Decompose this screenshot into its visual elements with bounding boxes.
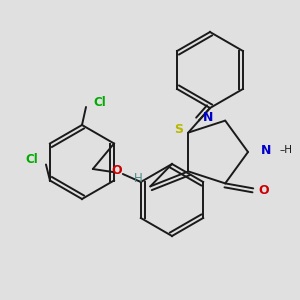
Text: S: S [174, 123, 183, 136]
Text: N: N [203, 111, 214, 124]
Text: H: H [134, 172, 143, 185]
Text: Cl: Cl [26, 153, 38, 166]
Text: Cl: Cl [94, 95, 106, 109]
Text: –H: –H [279, 145, 292, 155]
Text: O: O [258, 184, 268, 197]
Text: N: N [261, 143, 271, 157]
Text: O: O [112, 164, 122, 176]
